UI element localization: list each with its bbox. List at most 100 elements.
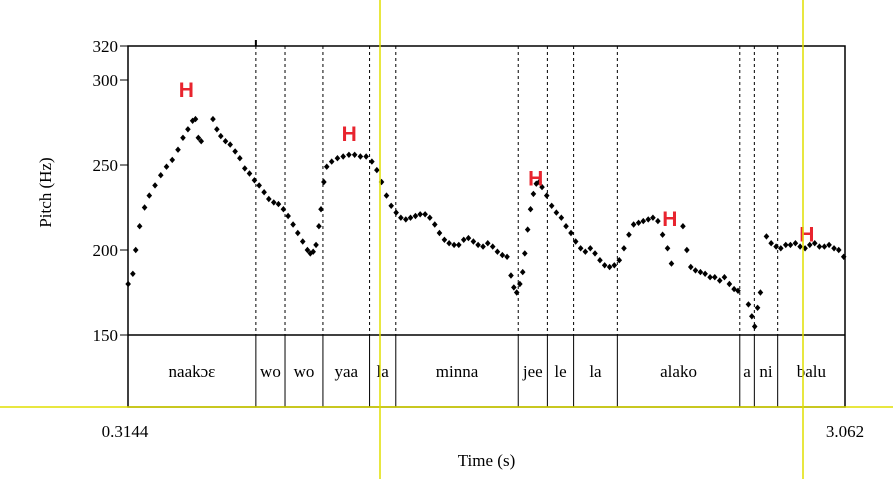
y-tick-label: 250 (93, 156, 119, 175)
pitch-point (266, 195, 272, 203)
pitch-point (210, 115, 216, 123)
pitch-point (321, 178, 327, 186)
x-axis-label: Time (s) (458, 451, 515, 470)
pitch-point (517, 280, 523, 288)
pitch-point (494, 248, 501, 255)
high-tone-label: H (528, 167, 543, 190)
pitch-point (821, 243, 828, 250)
pitch-point (270, 199, 277, 206)
segment-label: ni (759, 362, 773, 381)
segment-label: a (743, 362, 751, 381)
y-tick-label: 300 (93, 71, 119, 90)
pitch-point (659, 231, 666, 238)
pitch-point (499, 251, 506, 259)
pitch-point (527, 206, 534, 213)
pitch-point (417, 211, 423, 218)
pitch-point (431, 221, 438, 228)
pitch-point (553, 209, 560, 216)
pitch-point (334, 155, 341, 162)
pitch-point (572, 238, 579, 245)
pitch-point (792, 240, 799, 247)
pitch-point (378, 178, 385, 186)
pitch-point (383, 192, 390, 199)
pitch-point (157, 172, 164, 179)
pitch-point (185, 126, 191, 133)
segment-label: la (377, 362, 390, 381)
y-axis-label: Pitch (Hz) (36, 157, 55, 227)
pitch-point (702, 270, 708, 277)
pitch-point (711, 274, 718, 281)
pitch-point (778, 245, 784, 252)
pitch-point (460, 236, 467, 243)
pitch-point (797, 243, 803, 250)
pitch-point (831, 245, 837, 252)
pitch-point (504, 253, 510, 260)
pitch-point (611, 262, 618, 269)
pitch-point (313, 241, 319, 249)
pitch-point (508, 272, 514, 279)
pitch-point (446, 240, 452, 247)
pitch-point (773, 243, 779, 250)
pitch-points (125, 115, 847, 330)
pitch-point (721, 274, 728, 281)
y-tick-label: 150 (93, 326, 119, 345)
pitch-point (522, 250, 528, 257)
pitch-point (246, 170, 253, 177)
pitch-point (232, 148, 238, 155)
pitch-point (242, 165, 248, 172)
pitch-point (323, 163, 330, 170)
pitch-point (403, 216, 409, 223)
segment-labels: naakɔɛ wo wo yaa la minna jee le la alako a ni balu (169, 362, 827, 381)
segment-label: balu (797, 362, 827, 381)
pitch-point (427, 214, 433, 221)
pitch-point (304, 246, 311, 254)
segment-label: wo (260, 362, 281, 381)
pitch-point (519, 268, 526, 276)
pitch-point (749, 313, 755, 320)
pitch-point (299, 238, 306, 245)
pitch-point (152, 182, 158, 189)
pitch-point (835, 246, 842, 254)
pitch-point (782, 241, 789, 249)
pitch-point (606, 263, 613, 271)
pitch-point (577, 245, 584, 252)
pitch-point (146, 192, 153, 199)
segment-label: la (589, 362, 602, 381)
pitch-point (398, 214, 404, 221)
pitch-point (731, 285, 737, 293)
pitch-point (524, 226, 531, 233)
pitch-point (563, 223, 569, 230)
pitch-point (692, 267, 699, 274)
pitch-point (455, 241, 462, 249)
segment-label: minna (436, 362, 479, 381)
pitch-point (811, 240, 818, 247)
pitch-point (548, 202, 555, 209)
pitch-point (787, 241, 794, 249)
pitch-point (543, 192, 550, 199)
pitch-point (346, 151, 352, 158)
pitch-point (310, 248, 316, 255)
pitch-point (285, 212, 291, 220)
pitch-point (716, 277, 723, 284)
pitch-point (132, 246, 139, 254)
pitch-point (180, 134, 186, 141)
y-axis-ticks: 320 300 250 200 150 (93, 37, 128, 345)
pitch-point (592, 250, 598, 257)
pitch-point (650, 214, 656, 221)
pitch-point (597, 257, 603, 264)
pitch-point (441, 236, 448, 243)
pitch-point (363, 153, 369, 160)
pitch-point (195, 134, 202, 141)
pitch-point (340, 153, 346, 160)
pitch-point (465, 234, 472, 242)
y-tick-label: 200 (93, 241, 119, 260)
pitch-point (316, 223, 322, 230)
pitch-point (558, 214, 565, 221)
pitch-point (539, 183, 545, 191)
pitch-point (664, 245, 671, 252)
pitch-point (745, 301, 752, 308)
pitch-point (601, 262, 608, 269)
pitch-point (217, 132, 224, 140)
